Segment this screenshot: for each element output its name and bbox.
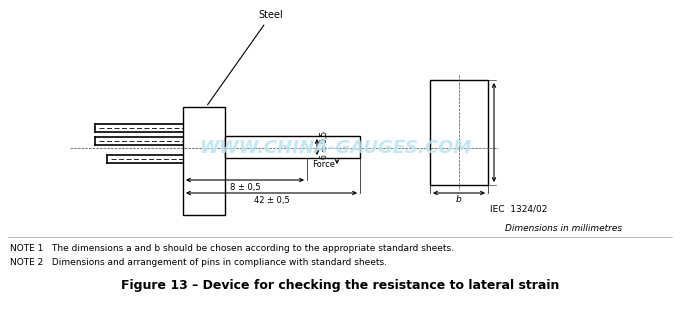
Text: Steel: Steel [207,10,284,105]
Text: NOTE 1   The dimensions a and b should be chosen according to the appropriate st: NOTE 1 The dimensions a and b should be … [10,244,454,253]
Bar [430,80,488,185]
Text: Figure 13 – Device for checking the resistance to lateral strain: Figure 13 – Device for checking the resi… [121,279,559,292]
Text: NOTE 2   Dimensions and arrangement of pins in compliance with standard sheets.: NOTE 2 Dimensions and arrangement of pin… [10,258,387,267]
Text: b: b [456,195,462,204]
Text: 8 ± 0,5: 8 ± 0,5 [230,183,260,192]
Text: 6 ± 0,5: 6 ± 0,5 [320,131,329,159]
Text: IEC  1324/02: IEC 1324/02 [490,205,547,214]
Text: 42 ± 0,5: 42 ± 0,5 [254,196,290,205]
Text: Dimensions in millimetres: Dimensions in millimetres [505,224,622,233]
Text: WWW.CHINA-GAUGES.COM: WWW.CHINA-GAUGES.COM [199,139,471,157]
Bar [225,136,360,158]
Bar [183,107,225,215]
Text: Force: Force [312,160,335,169]
